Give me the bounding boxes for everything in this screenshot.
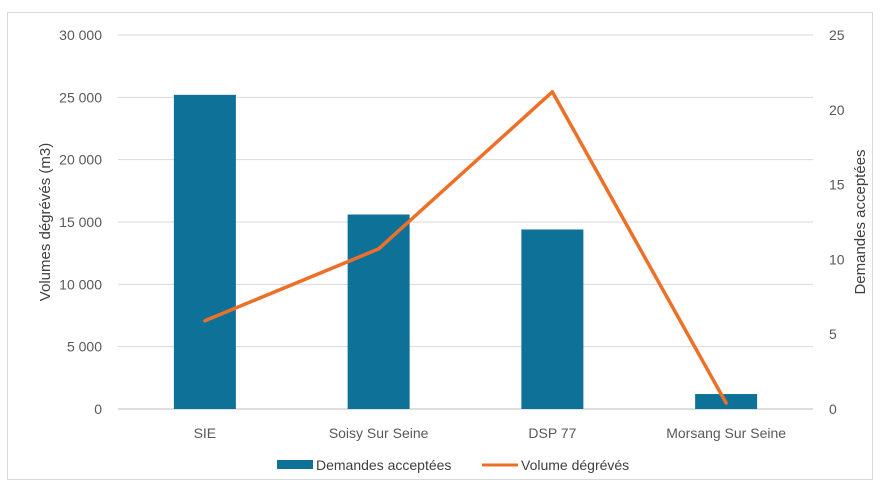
y-tick-label: 0 — [94, 401, 102, 417]
x-tick-label: Soisy Sur Seine — [329, 425, 429, 441]
y-tick-label: 15 000 — [59, 214, 102, 230]
x-axis-ticks: SIE Soisy Sur Seine DSP 77 Morsang Sur Sein… — [194, 425, 787, 441]
x-tick-label: SIE — [194, 425, 217, 441]
right-axis-ticks: 0 5 10 15 20 25 — [829, 27, 845, 417]
bar — [347, 214, 410, 409]
x-tick-label: DSP 77 — [528, 425, 576, 441]
y2-tick-label: 0 — [829, 401, 837, 417]
y-axis-title: Volumes dégrévés (m3) — [37, 143, 54, 301]
y2-tick-label: 5 — [829, 326, 837, 342]
line-point — [203, 319, 207, 323]
legend-label-bars: Demandes acceptées — [316, 457, 451, 473]
y2-tick-label: 10 — [829, 251, 845, 267]
legend-label-line: Volume dégrévés — [521, 457, 629, 473]
y-tick-label: 20 000 — [59, 152, 102, 168]
y-tick-label: 25 000 — [59, 89, 102, 105]
line-point — [550, 90, 554, 94]
legend: Demandes acceptées Volume dégrévés — [277, 457, 629, 473]
bar-series — [173, 94, 758, 409]
line-series — [203, 90, 728, 405]
y-tick-label: 5 000 — [67, 339, 102, 355]
line-point — [377, 247, 381, 251]
x-tick-label: Morsang Sur Seine — [666, 425, 786, 441]
line-point — [724, 401, 728, 405]
left-axis-ticks: 0 5 000 10 000 15 000 20 000 25 000 30 000 — [59, 27, 102, 417]
y-tick-label: 30 000 — [59, 27, 102, 43]
y2-tick-label: 15 — [829, 177, 845, 193]
y2-axis-title: Demandes acceptées — [852, 149, 869, 294]
legend-swatch-bars — [277, 460, 313, 469]
series-line — [203, 90, 728, 405]
bar — [521, 229, 584, 409]
bar — [173, 94, 236, 409]
y2-tick-label: 20 — [829, 102, 845, 118]
y-tick-label: 10 000 — [59, 276, 102, 292]
y2-tick-label: 25 — [829, 27, 845, 43]
